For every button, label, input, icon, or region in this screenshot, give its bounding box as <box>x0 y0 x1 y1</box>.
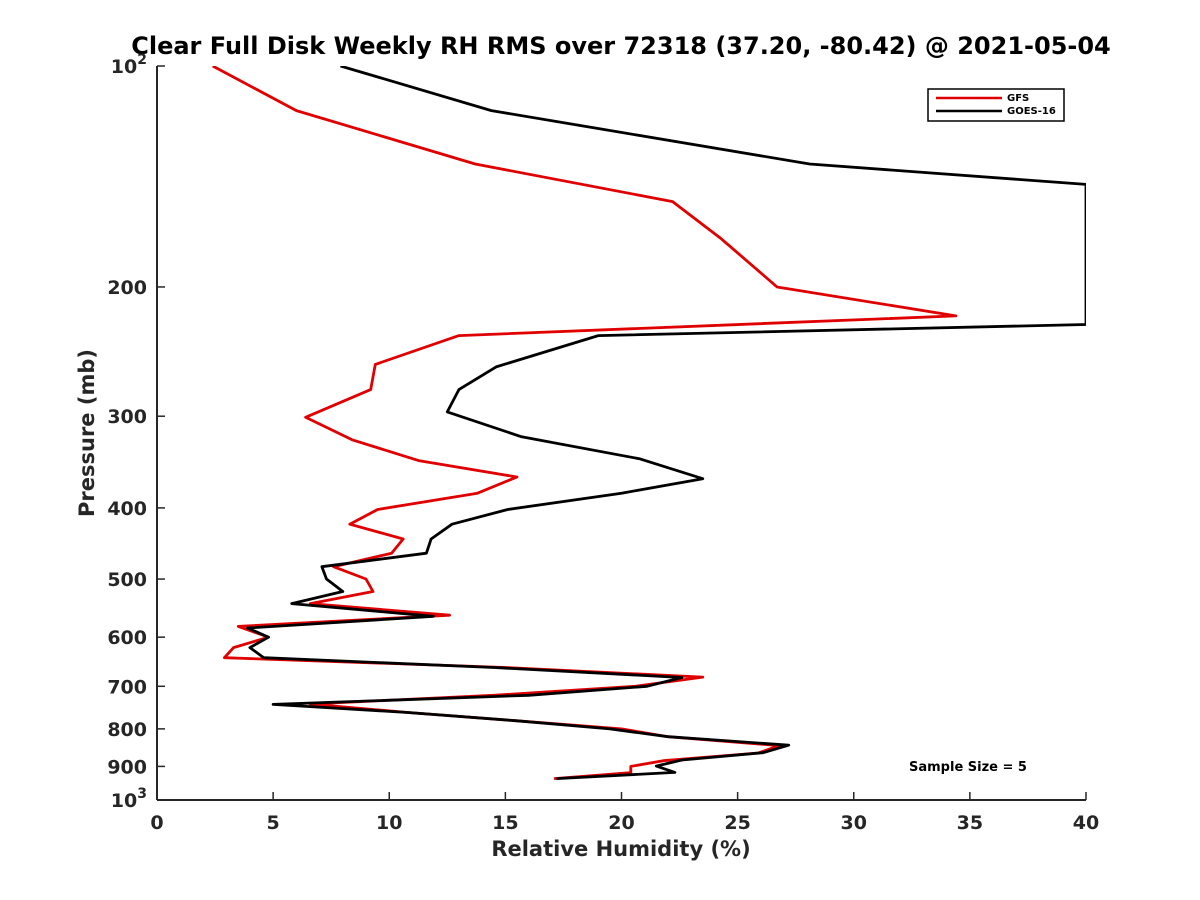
y-tick-label: 102 <box>111 52 147 78</box>
y-tick-label: 300 <box>107 406 147 428</box>
x-tick-label: 30 <box>841 812 867 834</box>
plot-area: 0 5 10 15 20 25 30 35 40 102 200 300 400 500 600 700 80… <box>107 52 1099 834</box>
x-tick-label: 0 <box>150 812 163 834</box>
series-line-gfs <box>212 66 958 780</box>
series-layer <box>212 66 1086 780</box>
chart-title: Clear Full Disk Weekly RH RMS over 72318… <box>131 32 1111 60</box>
legend: GFS GOES-16 <box>927 88 1065 122</box>
y-tick-label: 800 <box>107 719 147 741</box>
x-tick-label: 5 <box>267 812 280 834</box>
legend-box <box>927 88 1065 122</box>
y-tick-label: 500 <box>107 569 147 591</box>
x-axis-label: Relative Humidity (%) <box>491 837 750 861</box>
y-tick-label: 200 <box>107 277 147 299</box>
y-tick-label: 600 <box>107 627 147 649</box>
x-tick-label: 25 <box>724 812 750 834</box>
x-tick-label: 15 <box>492 812 518 834</box>
y-axis-label: Pressure (mb) <box>75 349 99 517</box>
y-ticks: 102 200 300 400 500 600 700 800 900 103 <box>107 52 165 812</box>
sample-size-annotation: Sample Size = 5 <box>909 760 1027 775</box>
x-tick-label: 35 <box>957 812 983 834</box>
legend-label-goes16: GOES-16 <box>1007 106 1056 117</box>
x-tick-label: 40 <box>1073 812 1099 834</box>
y-tick-label: 103 <box>111 786 147 812</box>
y-tick-label: 400 <box>107 498 147 520</box>
x-tick-label: 20 <box>608 812 634 834</box>
plot-background <box>157 66 1086 800</box>
y-tick-label: 900 <box>107 756 147 778</box>
legend-label-gfs: GFS <box>1007 93 1029 104</box>
x-tick-label: 10 <box>376 812 402 834</box>
y-tick-label: 700 <box>107 676 147 698</box>
series-line-goes16 <box>246 66 1086 780</box>
x-ticks: 0 5 10 15 20 25 30 35 40 <box>150 792 1099 834</box>
